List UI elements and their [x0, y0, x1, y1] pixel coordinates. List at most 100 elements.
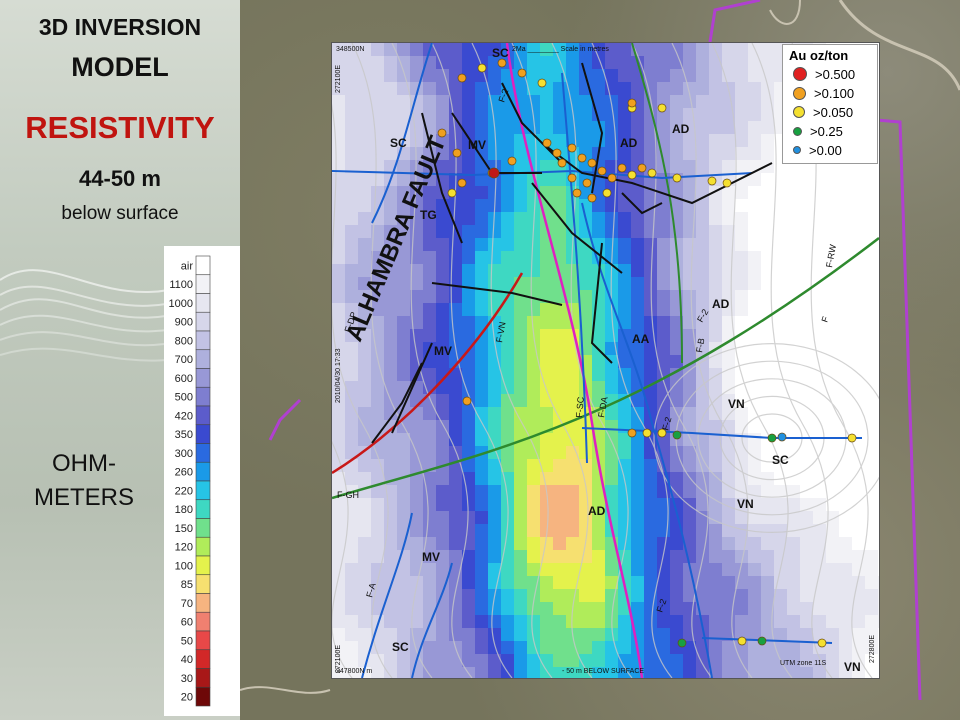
- credits: 2Ma ________ Scale in metres: [512, 46, 609, 53]
- colorbar-label: 220: [175, 485, 193, 497]
- colorbar-swatch: [195, 499, 211, 519]
- colorbar-swatch: [195, 555, 211, 576]
- legend-label: >0.100: [814, 85, 855, 101]
- colorbar-swatch: [195, 668, 211, 688]
- fault-code-label: F-2: [654, 598, 668, 614]
- coord-side-right: 272800E: [869, 635, 876, 663]
- coord-top-left: 348500N: [336, 46, 364, 53]
- coord-side-left-bottom: 272100E: [335, 645, 342, 673]
- colorbar-label: 800: [175, 335, 193, 347]
- colorbar-label: 900: [175, 317, 193, 329]
- colorbar-swatch: [195, 386, 211, 407]
- drill-traces: [371, 62, 773, 444]
- colorbar-label: air: [181, 260, 194, 272]
- zone-label: AD: [588, 504, 606, 518]
- colorbar-label: 500: [175, 392, 193, 404]
- zone-label: MV: [468, 138, 486, 152]
- title-line-1: 3D INVERSION: [38, 14, 202, 40]
- colorbar-swatch: [195, 330, 211, 351]
- utm-zone: UTM zone 11S: [780, 660, 826, 667]
- zone-label: TG: [420, 208, 437, 222]
- fault-code-label: F: [819, 315, 830, 324]
- coord-side-left: 272100E: [335, 65, 342, 93]
- zone-label: SC: [772, 453, 789, 467]
- legend-label: >0.050: [813, 104, 854, 120]
- colorbar-label: 30: [181, 673, 193, 685]
- colorbar-label: 300: [175, 448, 193, 460]
- legend-dot: [793, 126, 802, 136]
- fault-code-label: F-B: [694, 337, 706, 353]
- zone-label: AD: [712, 297, 730, 311]
- colorbar-label: 120: [175, 542, 193, 554]
- zone-label: SC: [492, 46, 509, 60]
- colorbar-swatch: [195, 443, 211, 463]
- legend-item: >0.25: [793, 122, 843, 140]
- topo-contours: [332, 43, 879, 678]
- au-legend: Au oz/ton >0.500 >0.100 >0.050 >0.25 >0.00: [782, 44, 878, 164]
- colorbar-label: 420: [175, 410, 193, 422]
- resistivity-map[interactable]: ALHAMBRA FAULT SC SC AD AD MV TG AD AA MV VN SC VN AD…: [331, 42, 880, 679]
- legend-item: >0.050: [793, 103, 853, 121]
- colorbar-label: 180: [175, 504, 193, 516]
- zone-label: SC: [390, 136, 407, 150]
- legend-dot: [793, 106, 805, 118]
- legend-item: >0.100: [793, 84, 854, 102]
- fault-code-label: F-A: [364, 582, 377, 599]
- depth-range: 44-50 m: [79, 166, 161, 191]
- zone-label: MV: [422, 550, 440, 564]
- fault-code-label: F-GH: [337, 490, 359, 500]
- fault-code-label: F-2: [496, 88, 510, 104]
- colorbar-label: 1100: [169, 279, 193, 291]
- colorbar-swatch: [195, 480, 211, 501]
- colorbar-swatch: [195, 461, 211, 482]
- colorbar-label: 150: [175, 523, 193, 535]
- colorbar-swatch: [195, 593, 211, 613]
- colorbar-swatch: [195, 274, 211, 294]
- units-line-1: OHM-: [52, 450, 116, 477]
- fault-code-label: F-SC: [574, 396, 586, 418]
- legend-dot: [793, 146, 801, 154]
- legend-label: >0.00: [809, 142, 842, 158]
- legend-label: >0.25: [810, 123, 843, 139]
- zone-label: VN: [728, 397, 745, 411]
- colorbar-swatch: [195, 424, 211, 444]
- legend-header: Au oz/ton: [789, 48, 849, 63]
- colorbar-label: 20: [181, 692, 193, 704]
- colorbar-label: 50: [181, 635, 193, 647]
- fault-code-label: F-VN: [494, 321, 507, 343]
- colorbar-swatch: [195, 536, 211, 557]
- colorbar: air 1100 1000 900 800 700 600 500 420 350 300 260 22…: [164, 246, 250, 716]
- coord-bottom-left: 247800N m: [336, 668, 372, 675]
- colorbar-swatch: [195, 630, 211, 651]
- legend-label: >0.500: [815, 66, 856, 82]
- colorbar-label: 260: [175, 467, 193, 479]
- colorbar-swatch: [195, 255, 211, 276]
- colorbar-label: 40: [181, 654, 193, 666]
- zone-label: VN: [737, 497, 754, 511]
- depth-footer: - 50 m BELOW SURFACE: [562, 668, 644, 675]
- zone-label: MV: [434, 344, 452, 358]
- colorbar-swatch: [195, 311, 211, 332]
- colorbar-label: 60: [181, 617, 193, 629]
- colorbar-label: 70: [181, 598, 193, 610]
- zone-label: VN: [844, 660, 861, 674]
- colorbar-swatch: [195, 293, 211, 313]
- units-line-2: METERS: [33, 484, 134, 511]
- title-resistivity: RESISTIVITY: [25, 110, 215, 145]
- legend-item: >0.500: [793, 65, 855, 83]
- colorbar-label: 85: [181, 579, 193, 591]
- zone-label: AA: [632, 332, 650, 346]
- colorbar-label: 700: [175, 354, 193, 366]
- fault-code-label: F-DA: [596, 396, 609, 418]
- depth-note: below surface: [61, 203, 179, 224]
- fault-lines: [332, 43, 879, 678]
- colorbar-swatch: [195, 611, 211, 632]
- colorbar-swatch: [195, 368, 211, 388]
- colorbar-swatch: [195, 405, 211, 426]
- au-samples: [437, 58, 857, 648]
- colorbar-swatch: [195, 518, 211, 538]
- colorbar-label: 100: [175, 560, 193, 572]
- zone-label: AD: [620, 136, 638, 150]
- colorbar-swatch: [195, 649, 211, 669]
- colorbar-label: 600: [175, 373, 193, 385]
